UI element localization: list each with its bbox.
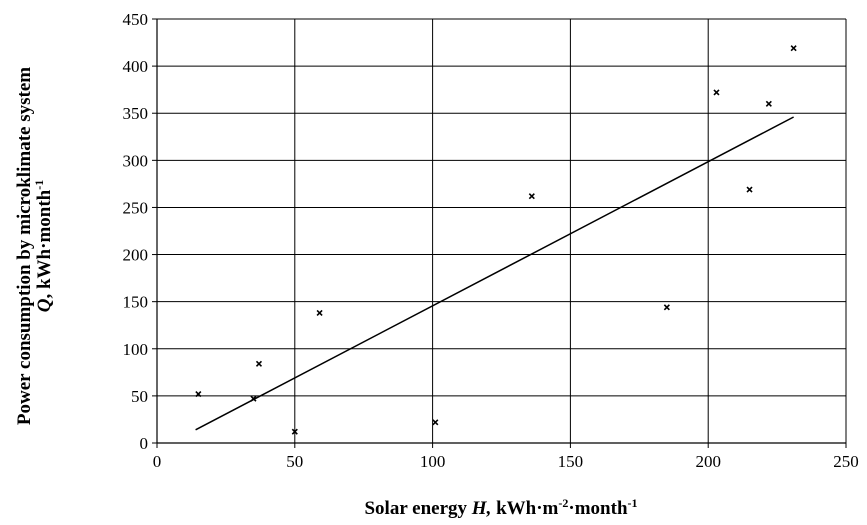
- y-tick-label: 50: [131, 387, 148, 406]
- x-axis-label-prefix: Solar energy: [364, 498, 471, 519]
- data-point-stroke: [250, 395, 257, 402]
- grid-lines: [157, 18, 847, 443]
- axes: [152, 18, 847, 448]
- y-tick-label: 200: [123, 246, 149, 265]
- y-axis-label-sup: -1: [32, 180, 46, 190]
- x-tick-label: 250: [833, 452, 859, 471]
- data-point: [790, 45, 797, 52]
- data-point: [250, 395, 257, 402]
- x-tick-label: 100: [420, 452, 446, 471]
- y-tick-label: 300: [123, 151, 149, 170]
- x-tick-label: 50: [286, 452, 303, 471]
- data-point-stroke: [528, 193, 535, 200]
- data-point-stroke: [790, 45, 797, 52]
- x-axis-label-var: H,: [471, 498, 492, 519]
- y-axis-label-unit: , kWh·month: [34, 189, 55, 298]
- data-point-stroke: [316, 309, 323, 317]
- data-point: [528, 193, 535, 200]
- x-tick-label: 0: [153, 452, 162, 471]
- x-axis-label-sup-a: -2: [558, 496, 568, 510]
- data-point-stroke: [663, 304, 670, 311]
- data-point: [765, 100, 772, 107]
- x-axis-label-sup-b: -1: [628, 496, 638, 510]
- data-point-stroke: [746, 186, 753, 193]
- y-tick-label: 350: [123, 104, 149, 123]
- y-tick-labels: 0 50 100 150 200 250 300 350 400 450: [123, 10, 149, 453]
- x-tick-label: 200: [695, 452, 721, 471]
- y-axis-title: Power consumption by microklimate system…: [14, 67, 55, 425]
- data-point-stroke: [291, 428, 298, 435]
- x-tick-labels: 0 50 100 150 200 250: [153, 452, 859, 471]
- data-point-stroke: [255, 360, 263, 367]
- y-tick-label: 450: [123, 10, 149, 29]
- data-point: [432, 419, 439, 426]
- data-point-stroke: [713, 89, 720, 96]
- x-axis-label-unit-b: ·month: [568, 498, 628, 519]
- data-point: [316, 309, 323, 317]
- data-point-stroke: [195, 390, 202, 398]
- x-axis-label-unit-a: kWh·m: [491, 498, 558, 519]
- y-axis-label-var: Q: [34, 298, 55, 312]
- y-tick-label: 150: [123, 293, 149, 312]
- y-tick-label: 400: [123, 57, 149, 76]
- y-tick-label: 250: [123, 198, 149, 217]
- data-point-stroke: [432, 419, 439, 426]
- x-axis-title: Solar energy H, kWh·m-2·month-1: [364, 496, 637, 519]
- data-point: [195, 390, 202, 398]
- y-axis-label-line1: Power consumption by microklimate system: [14, 67, 35, 425]
- data-point: [713, 89, 720, 96]
- data-points: [195, 45, 797, 435]
- y-tick-label: 100: [123, 340, 149, 359]
- trendline-group: [195, 116, 794, 431]
- data-point-stroke: [765, 100, 772, 107]
- y-axis-label-line2: Q, kWh·month-1: [32, 180, 55, 313]
- x-tick-label: 150: [558, 452, 584, 471]
- data-point: [746, 186, 753, 193]
- data-point: [255, 360, 263, 367]
- data-point: [291, 428, 298, 435]
- data-point: [663, 304, 670, 311]
- y-tick-label: 0: [140, 434, 149, 453]
- trendline: [195, 116, 794, 431]
